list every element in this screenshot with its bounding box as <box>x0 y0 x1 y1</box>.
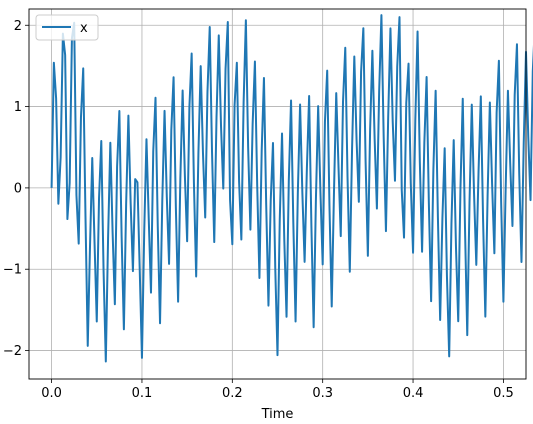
x-axis-ticks: 0.0 0.1 0.2 0.3 0.4 0.5 <box>41 379 514 401</box>
x-tick-label: 0.1 <box>132 386 153 401</box>
y-tick-label: −1 <box>3 263 22 278</box>
x-tick-label: 0.4 <box>403 386 424 401</box>
y-tick-label: 2 <box>14 19 22 34</box>
x-tick-label: 0.2 <box>222 386 243 401</box>
x-tick-label: 0.5 <box>493 386 514 401</box>
y-tick-label: −2 <box>3 344 22 359</box>
x-tick-label: 0.0 <box>41 386 62 401</box>
y-tick-label: 1 <box>14 100 22 115</box>
y-axis-ticks: −2 −1 0 1 2 <box>3 19 29 359</box>
y-tick-label: 0 <box>14 181 22 196</box>
x-axis-label: Time <box>261 407 294 422</box>
plot-frame <box>28 8 527 380</box>
legend: x <box>35 14 99 41</box>
x-tick-label: 0.3 <box>312 386 333 401</box>
series-line-x <box>50 14 533 363</box>
legend-label-x: x <box>80 21 88 36</box>
series-layer <box>50 14 533 363</box>
grid-lines <box>29 9 526 379</box>
